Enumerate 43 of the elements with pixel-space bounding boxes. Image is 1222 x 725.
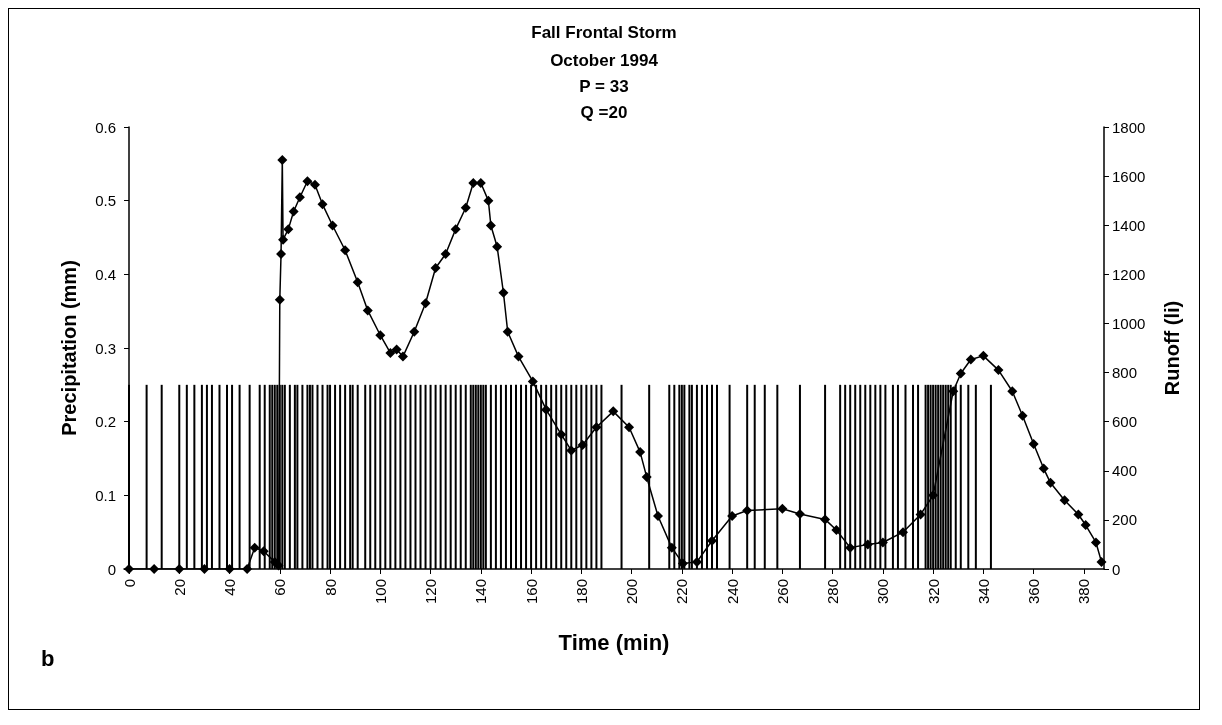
x-tick-label: 160 <box>522 579 540 605</box>
x-tick-label: 100 <box>371 579 389 605</box>
x-tick-label: 220 <box>673 579 691 605</box>
x-tick-label: 280 <box>824 579 842 605</box>
x-tick-label: 120 <box>422 579 440 605</box>
x-tick-label: 60 <box>271 579 289 596</box>
chart-title: Fall Frontal Storm <box>531 23 677 42</box>
y-tick-label: 0.1 <box>95 486 116 504</box>
x-tick-label: 0 <box>120 579 138 588</box>
x-tick-label: 240 <box>723 579 741 605</box>
y2-tick-label: 1000 <box>1112 314 1146 332</box>
x-tick-label: 200 <box>623 579 641 605</box>
x-axis-title: Time (min) <box>558 629 670 655</box>
y-tick-label: 0.4 <box>95 265 116 283</box>
x-tick-label: 80 <box>321 579 339 596</box>
y-tick-label: 0.6 <box>95 118 116 136</box>
y2-tick-label: 600 <box>1112 413 1138 431</box>
x-tick-label: 380 <box>1075 579 1093 605</box>
y2-tick-label: 1400 <box>1112 216 1146 234</box>
y2-tick-label: 0 <box>1112 560 1121 578</box>
x-tick-label: 260 <box>773 579 791 605</box>
y2-tick-label: 800 <box>1112 364 1138 382</box>
y2-axis-title: Runoff (li) <box>1161 300 1183 396</box>
y-tick-label: 0 <box>107 560 116 578</box>
x-tick-label: 320 <box>924 579 942 605</box>
chart-subtitle: October 1994 P = 33 Q =20 <box>550 50 659 122</box>
x-tick-label: 20 <box>170 579 188 596</box>
text: b <box>41 645 55 671</box>
y-axis-title: Precipitation (mm) <box>58 260 80 436</box>
x-tick-label: 340 <box>974 579 992 605</box>
x-tick-label: 140 <box>472 579 490 605</box>
x-tick-label: 40 <box>221 579 239 596</box>
x-tick-label: 360 <box>1025 579 1043 605</box>
x-tick-label: 180 <box>572 579 590 605</box>
y-tick-label: 0.2 <box>95 413 116 431</box>
y2-tick-label: 1800 <box>1112 118 1146 136</box>
y-tick-label: 0.3 <box>95 339 116 357</box>
y2-tick-label: 1600 <box>1112 167 1146 185</box>
x-tick-label: 300 <box>874 579 892 605</box>
y2-tick-label: 1200 <box>1112 265 1146 283</box>
y2-tick-label: 200 <box>1112 511 1138 529</box>
y2-tick-label: 400 <box>1112 462 1138 480</box>
y-tick-label: 0.5 <box>95 192 116 210</box>
